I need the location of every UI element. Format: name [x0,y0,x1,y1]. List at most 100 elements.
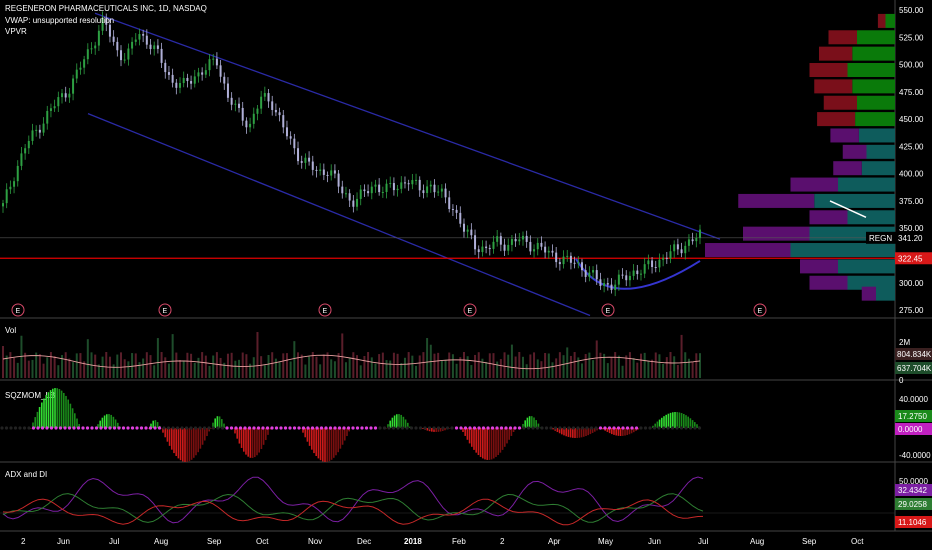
time-tick-label: Jun [57,537,70,546]
volume-bar [676,364,679,378]
price-tick-label: 300.00 [899,279,924,288]
candle-body [204,70,207,75]
sqz-dot [549,426,553,430]
volume-bar [86,339,89,378]
sqz-bar [435,428,437,432]
volume-bar [496,361,499,378]
sqz-dot [112,426,117,430]
sqz-bar [691,420,694,428]
volume-bar [304,364,307,378]
vpvr-bar-down [830,128,859,143]
sqz-dot [117,426,121,430]
candle-body [348,193,351,201]
volume-bar [53,356,56,378]
candle-body [49,108,52,111]
vpvr-bar-down [738,193,815,208]
candle-body [499,236,502,245]
sqz-bar [522,423,524,428]
candle-body [149,44,152,50]
candle-body [488,248,491,250]
candle-body [322,169,325,175]
candle-body [599,279,602,286]
candle-body [411,180,414,185]
sqz-bar [269,428,271,430]
vpvr-bar-down [842,144,867,159]
sqz-dot [13,426,18,430]
candle-body [654,267,657,269]
volume-bar [337,353,340,378]
candle-body [381,192,384,194]
candle-body [2,203,4,207]
sqz-bar [166,428,169,442]
sqz-dot [544,426,549,430]
sqz-dot [369,426,373,430]
channel-upper-line [94,12,721,240]
sqz-bar [683,413,685,428]
adx-line [2,476,704,524]
sqz-dot [328,426,333,430]
candle-body [201,72,204,75]
sqz-bar [114,419,117,428]
volume-bar [341,333,344,378]
sqz-dot [180,426,184,430]
sqz-dot [346,426,351,430]
sqz-bar [613,428,615,435]
candle-body [569,255,572,263]
candle-body [20,153,23,166]
sqz-bar [247,428,249,457]
sqz-bar [108,414,110,428]
sqz-bar [475,428,477,453]
sqz-dot [436,426,441,430]
volume-bar [514,356,517,378]
sqz-dot [648,426,652,430]
adx-tag-3: 11.1046 [898,518,927,527]
sqz-bar [402,416,405,428]
candle-body [577,262,580,264]
volume-bar [573,352,576,378]
volume-bar [160,352,163,378]
candle-body [256,108,259,114]
sqz-bar [464,428,466,436]
sqz-bar [484,428,486,460]
volume-bar [300,354,303,378]
sqz-bar [112,416,115,428]
sqz-dot [234,426,238,430]
candle-body [385,183,388,193]
sqz-dot [468,426,472,430]
sqz-dot [679,426,684,430]
sqz-bar [190,428,193,460]
sqz-dot [535,426,540,430]
volume-bar [687,358,690,378]
candle-body [651,260,654,268]
sqz-bar [236,428,238,439]
candle-body [179,83,182,88]
candle-body [536,242,539,250]
sqz-bar [685,415,687,428]
candle-body [64,93,67,98]
candle-body [617,274,620,285]
candle-body [75,69,78,79]
candle-body [496,236,499,242]
sqz-dot [36,426,40,430]
volume-bar [636,362,639,378]
sqz-bar [678,412,681,428]
sqz-dot [409,426,414,430]
sqz-dot [607,426,612,430]
candle-body [562,256,565,265]
sqz-bar [154,420,157,428]
vpvr-bar-down [817,112,856,127]
earnings-marker [11,303,25,317]
sqz-dot [54,426,58,430]
candle-body [676,244,679,250]
candle-body [308,157,311,162]
candle-body [337,173,340,187]
sqz-bar [223,423,225,428]
vpvr-bar-up [876,286,895,301]
sqz-dot [67,426,72,430]
sqz-bar [396,414,398,428]
candle-body [547,250,550,253]
sqz-bar [41,402,43,428]
sqz-bar [526,417,529,428]
candle-body [223,76,226,84]
